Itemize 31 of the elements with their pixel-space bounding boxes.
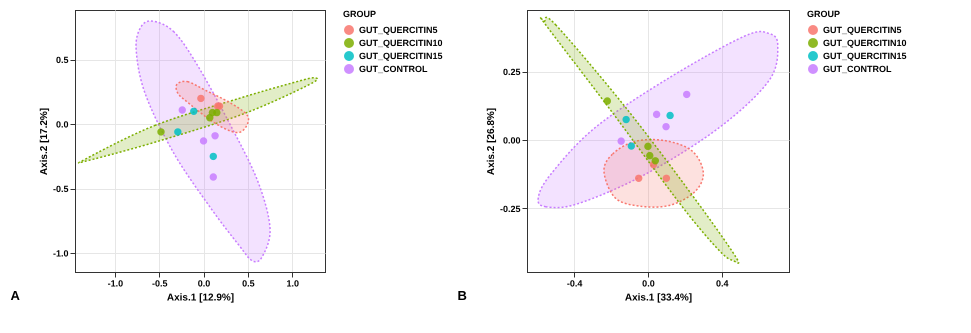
legend-label: GUT_CONTROL	[359, 64, 428, 74]
y-tick-label: 0.0	[56, 120, 68, 130]
legend-title: GROUP	[807, 9, 840, 19]
y-tick-label: -1.0	[52, 248, 68, 259]
legend-label: GUT_QUERCITIN5	[359, 25, 438, 35]
x-axis-title: Axis.1 [12.9%]	[166, 292, 234, 304]
x-tick-label: 0.0	[642, 278, 655, 288]
legend-label: GUT_CONTROL	[823, 64, 892, 74]
legend-label: GUT_QUERCITIN10	[359, 38, 443, 48]
y-axis-title: Axis.2 [26.8%]	[486, 108, 497, 176]
legend-label: GUT_QUERCITIN5	[823, 25, 902, 35]
text: A	[10, 288, 20, 303]
y-axis-title: Axis.2 [17.2%]	[38, 108, 50, 176]
x-tick-label: 0.5	[242, 278, 255, 288]
legend-label: GUT_QUERCITIN15	[823, 51, 907, 61]
x-tick-label: -0.5	[152, 278, 168, 288]
x-tick-label: -1.0	[108, 278, 124, 288]
x-tick-label: -0.4	[566, 278, 582, 288]
y-tick-label: -0.5	[52, 184, 68, 194]
x-tick-label: 0.4	[716, 278, 729, 288]
legend-label: GUT_QUERCITIN10	[823, 38, 907, 48]
y-tick-label: 0.5	[56, 55, 68, 66]
legend-label: GUT_QUERCITIN15	[359, 51, 443, 61]
y-tick-label: -0.25	[500, 204, 520, 214]
legend-title: GROUP	[343, 9, 376, 19]
x-tick-label: 1.0	[286, 278, 299, 288]
text: B	[457, 288, 467, 303]
y-tick-label: 0.00	[502, 136, 520, 146]
x-axis-title: Axis.1 [33.4%]	[624, 292, 692, 304]
y-tick-label: 0.25	[502, 67, 520, 78]
x-tick-label: 0.0	[198, 278, 210, 288]
